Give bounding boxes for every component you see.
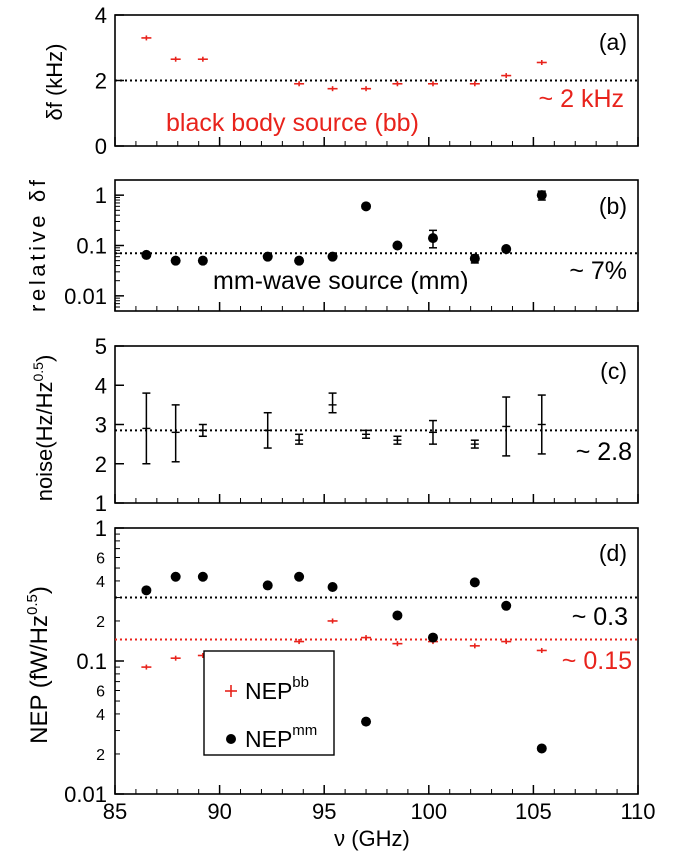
data-point-b — [501, 244, 512, 255]
data-point-d — [392, 610, 403, 621]
data-point-d — [361, 716, 372, 727]
data-point-b — [294, 255, 305, 266]
ytick-label-c: 4 — [95, 373, 107, 398]
ytick-minor-label-d: 2 — [96, 747, 105, 764]
data-point-d — [327, 582, 338, 593]
panel-label-c: (c) — [600, 358, 627, 384]
legend-entry-bb: NEPbb — [225, 674, 309, 704]
panel-d-frame — [114, 527, 639, 795]
data-marks-layer — [141, 35, 547, 754]
ytick-label-a: 2 — [95, 69, 107, 94]
data-point-b — [197, 255, 208, 266]
legend-entry-mm: NEPmm — [226, 722, 317, 752]
ytick-label-b: 1 — [95, 183, 107, 208]
data-point-b — [427, 233, 438, 244]
ytick-minor-label-d: 6 — [96, 684, 105, 701]
ylabel-b: relative δf — [25, 179, 50, 312]
ytick-minor-label-d: 4 — [96, 707, 105, 724]
data-point-b — [392, 240, 403, 251]
legend-label-mm-sup: mm — [292, 722, 317, 739]
legend-marker-mm — [226, 734, 236, 744]
xtick-label: 100 — [410, 799, 447, 824]
data-point-b — [327, 251, 338, 262]
ytick-label-a: 0 — [95, 134, 107, 159]
annotation-2khz: ~ 2 kHz — [539, 85, 624, 113]
panel-label-a: (a) — [599, 29, 627, 55]
data-point-b — [536, 190, 547, 201]
annotation-bb-source: black body source (bb) — [166, 109, 419, 137]
data-point-d — [469, 577, 480, 588]
xtick-label: 95 — [312, 799, 336, 824]
data-point-b — [170, 255, 181, 266]
ylabel-c: noise(Hz/Hz0.5) — [30, 355, 57, 502]
data-point-b — [469, 253, 480, 264]
data-point-b — [262, 251, 273, 262]
xtick-label: 85 — [103, 799, 127, 824]
ytick-label-d: 0.01 — [64, 782, 107, 807]
ytick-minor-label-d: 4 — [96, 574, 105, 591]
ytick-minor-label-d: 2 — [96, 614, 105, 631]
ytick-label-a: 4 — [95, 3, 107, 28]
data-point-b — [361, 201, 372, 212]
xtick-label: 105 — [515, 799, 552, 824]
ytick-label-c: 1 — [95, 491, 107, 516]
ytick-minor-label-d: 6 — [96, 551, 105, 568]
data-point-d — [141, 585, 152, 596]
data-point-b — [141, 249, 152, 260]
ytick-label-b: 0.1 — [76, 234, 107, 259]
reference-line-layer — [115, 79, 638, 641]
data-point-d — [427, 632, 438, 643]
annotation-0p15: ~ 0.15 — [562, 647, 632, 675]
ylabel-d: NEP (fW/Hz0.5) — [24, 586, 53, 744]
data-point-d — [170, 571, 181, 582]
ylabel-a: δf (kHz) — [42, 43, 67, 120]
ytick-label-c: 5 — [95, 334, 107, 359]
annotation-7pct: ~ 7% — [569, 257, 627, 285]
data-point-d — [294, 571, 305, 582]
xtick-label: 90 — [207, 799, 231, 824]
ytick-label-c: 3 — [95, 413, 107, 438]
annotation-mm-source: mm-wave source (mm) — [213, 267, 469, 295]
ytick-label-b: 0.01 — [64, 284, 107, 309]
data-point-d — [536, 743, 547, 754]
annotation-2p8: ~ 2.8 — [576, 438, 632, 466]
xlabel: ν (GHz) — [334, 826, 410, 851]
data-point-d — [501, 600, 512, 611]
ytick-label-d: 1 — [95, 516, 107, 541]
legend-box — [203, 650, 335, 756]
legend-label-mm-base: NEP — [245, 726, 292, 752]
annotation-0p3: ~ 0.3 — [572, 603, 628, 631]
ytick-label-d: 0.1 — [76, 649, 107, 674]
legend-label-bb-sup: bb — [292, 674, 309, 691]
data-point-d — [262, 580, 273, 591]
panel-label-b: (b) — [599, 193, 627, 219]
legend-label-mm: NEPmm — [245, 722, 317, 752]
legend-label-bb-base: NEP — [245, 678, 292, 704]
ytick-label-c: 2 — [95, 452, 107, 477]
xtick-label: 110 — [620, 799, 655, 824]
legend-label-bb: NEPbb — [245, 674, 309, 704]
panel-label-d: (d) — [599, 540, 627, 566]
panel-c-frame — [114, 345, 639, 504]
data-point-d — [197, 571, 208, 582]
